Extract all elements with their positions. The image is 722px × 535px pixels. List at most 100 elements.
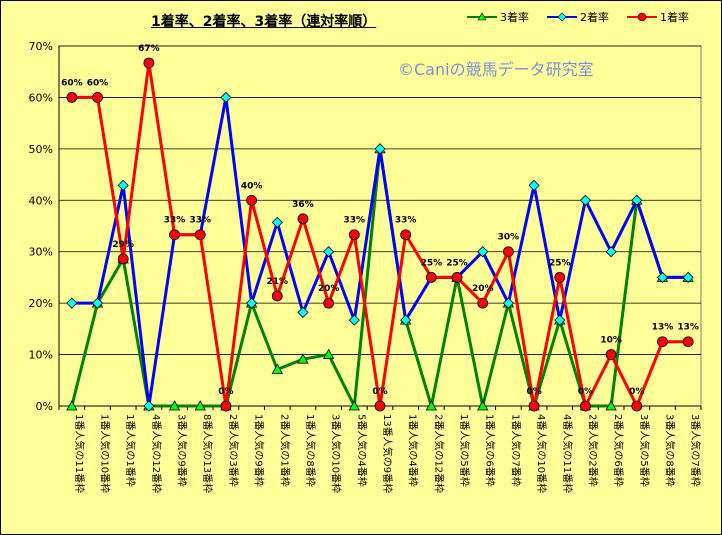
point-3chaku — [297, 353, 309, 364]
point-1chaku — [194, 229, 206, 241]
data-label: 25% — [446, 258, 468, 268]
point-2chaku — [374, 143, 386, 155]
x-tick-label: 3番人気の7番枠 — [689, 414, 702, 487]
point-3chaku — [477, 400, 489, 411]
point-1chaku — [66, 92, 78, 103]
point-1chaku — [271, 290, 283, 302]
data-label: 33% — [344, 216, 366, 226]
plot-area — [58, 45, 702, 407]
legend-item-1: 1着率 — [627, 9, 689, 25]
point-2chaku — [528, 179, 540, 191]
point-3chaku — [194, 400, 206, 411]
x-tick-label: 1番人気の8番枠 — [304, 414, 317, 487]
x-tick-label: 3番人気の5番枠 — [638, 414, 651, 487]
point-1chaku — [528, 400, 540, 412]
legend-marker-3 — [467, 12, 497, 21]
point-1chaku — [502, 246, 514, 258]
watermark: ©Caniの競馬データ研究室 — [398, 60, 594, 79]
data-label: 33% — [189, 216, 211, 226]
x-tick-label: 1番人気の9番枠 — [253, 414, 266, 487]
point-2chaku — [66, 297, 78, 309]
point-2chaku — [682, 271, 694, 283]
x-tick-label: 1番人気の7番枠 — [509, 414, 522, 487]
point-1chaku — [92, 92, 103, 103]
x-tick-label: 2番人気の6番枠 — [612, 414, 625, 487]
point-2chaku — [477, 246, 489, 258]
x-tick-label: 8番人気の13番枠 — [201, 414, 214, 493]
point-3chaku — [271, 363, 283, 374]
point-1chaku — [400, 229, 412, 241]
point-2chaku — [348, 314, 360, 326]
point-1chaku — [169, 229, 180, 241]
y-tick-label: 10% — [29, 349, 53, 362]
x-tick-label: 13番人気の9番枠 — [381, 414, 394, 493]
y-tick-label: 0% — [36, 400, 53, 413]
y-tick-label: 20% — [29, 297, 53, 310]
point-1chaku — [451, 272, 463, 283]
data-label: 0% — [526, 387, 541, 397]
point-2chaku — [656, 271, 669, 283]
x-tick-label: 2番人気の1番枠 — [278, 414, 291, 487]
point-1chaku — [220, 400, 232, 412]
point-2chaku — [502, 297, 514, 309]
point-1chaku — [657, 336, 668, 348]
point-2chaku — [91, 297, 104, 309]
data-label: 0% — [629, 387, 644, 397]
data-label: 40% — [241, 181, 263, 191]
x-tick-label: 4番人気の12番枠 — [150, 414, 163, 493]
y-tick-label: 50% — [29, 143, 53, 156]
point-2chaku — [271, 216, 283, 228]
x-tick-label: 4番人気の10番枠 — [535, 414, 548, 493]
point-1chaku — [297, 213, 309, 225]
x-tick-label: 2番人気の12番枠 — [432, 414, 445, 493]
x-tick-label: 1番人気の10番枠 — [99, 414, 112, 493]
x-tick-label: 1番人気の6番枠 — [484, 414, 497, 487]
data-label: 13% — [677, 323, 699, 333]
x-tick-label: 3番人気の8番枠 — [663, 414, 676, 487]
y-tick-label: 60% — [29, 91, 53, 104]
point-2chaku — [143, 400, 155, 412]
legend-marker-1 — [627, 12, 657, 22]
y-tick-label: 70% — [29, 40, 53, 53]
point-1chaku — [246, 194, 258, 206]
point-3chaku — [605, 400, 617, 411]
data-label: 0% — [578, 387, 593, 397]
x-tick-label: 1番人気の1番枠 — [124, 414, 137, 487]
point-3chaku — [348, 400, 360, 411]
data-label: 30% — [498, 233, 520, 243]
point-2chaku — [220, 91, 232, 103]
point-2chaku — [631, 194, 643, 206]
point-2chaku — [323, 246, 335, 258]
data-label: 25% — [549, 258, 571, 268]
data-label: 67% — [138, 44, 160, 54]
point-2chaku — [554, 314, 566, 326]
point-1chaku — [631, 400, 643, 412]
point-2chaku — [297, 306, 309, 318]
data-label: 20% — [472, 284, 494, 294]
point-3chaku — [66, 400, 78, 411]
data-label: 0% — [218, 387, 233, 397]
point-1chaku — [117, 253, 129, 265]
data-label: 60% — [61, 78, 83, 88]
x-tick-label: 2番人気の3番枠 — [227, 414, 240, 487]
data-label: 60% — [87, 78, 109, 88]
legend-label-2: 2着率 — [580, 11, 609, 24]
point-1chaku — [348, 229, 360, 241]
x-tick-label: 2番人気の2番枠 — [586, 414, 599, 487]
x-tick-label: 3番人気の10番枠 — [330, 414, 343, 493]
x-tick-label: 1番人気の4番枠 — [407, 414, 420, 487]
data-label: 33% — [395, 216, 417, 226]
legend-marker-2 — [547, 12, 577, 22]
x-tick-label: 1番人気の5番枠 — [458, 414, 471, 487]
point-1chaku — [425, 272, 437, 283]
data-label: 36% — [292, 200, 314, 210]
data-label: 25% — [421, 258, 443, 268]
data-label: 13% — [652, 323, 674, 333]
x-tick-label: 5番人気の4番枠 — [355, 414, 368, 487]
point-1chaku — [477, 297, 489, 309]
point-2chaku — [579, 194, 592, 206]
point-2chaku — [400, 314, 412, 326]
point-3chaku — [322, 348, 335, 359]
